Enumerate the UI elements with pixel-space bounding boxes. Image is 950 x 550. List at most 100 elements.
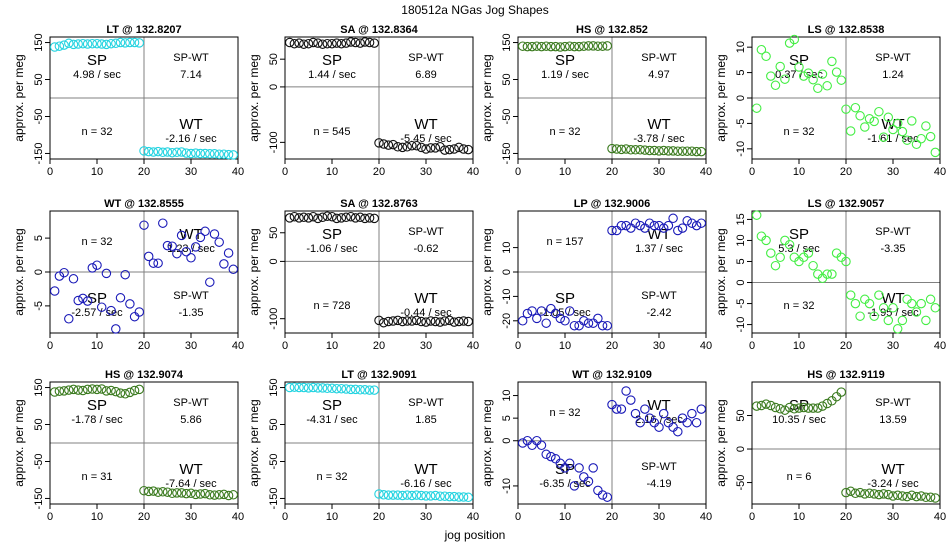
x-tick-label: 30 — [185, 511, 197, 523]
data-point — [522, 308, 533, 319]
data-point — [195, 232, 206, 243]
data-point — [125, 387, 135, 398]
data-point — [341, 38, 351, 48]
data-point — [68, 274, 79, 284]
sp-rate: -4.31 / sec — [306, 414, 358, 426]
y-tick-label: -10 — [501, 288, 513, 304]
data-point — [593, 313, 603, 324]
x-tick-label: 0 — [282, 340, 288, 352]
data-point — [397, 490, 408, 501]
data-point — [930, 147, 941, 158]
data-point — [888, 491, 898, 501]
data-point — [223, 490, 234, 501]
data-point — [794, 62, 804, 72]
spwt-label: SP-WT — [641, 461, 677, 473]
data-point — [751, 103, 762, 113]
sp-label: SP — [322, 226, 342, 243]
data-point — [517, 438, 528, 448]
x-tick-label: 30 — [653, 166, 665, 178]
data-point — [640, 223, 650, 233]
data-point — [630, 218, 641, 228]
data-point — [374, 315, 384, 326]
x-tick-label: 20 — [840, 511, 852, 523]
data-point — [597, 41, 608, 51]
data-point — [425, 143, 436, 153]
y-tick-label: 5 — [501, 415, 513, 421]
data-point — [454, 492, 464, 502]
data-point — [411, 140, 422, 151]
data-point — [111, 324, 121, 334]
data-point — [346, 211, 356, 222]
sp-rate: 5.3 / sec — [778, 243, 820, 255]
data-point — [421, 144, 431, 154]
data-point — [78, 385, 88, 396]
data-point — [860, 489, 870, 499]
data-point — [172, 488, 182, 498]
data-point — [687, 408, 697, 419]
data-point — [850, 102, 861, 113]
spwt-value: 6.89 — [415, 69, 436, 81]
data-point — [644, 218, 655, 228]
data-point — [120, 269, 130, 280]
data-point — [186, 488, 196, 499]
spwt-label: SP-WT — [173, 52, 209, 64]
y-tick-label: 5 — [735, 70, 747, 76]
data-point — [463, 144, 474, 155]
data-point — [827, 269, 837, 279]
data-point — [153, 146, 163, 157]
data-point — [289, 382, 300, 392]
data-point — [588, 41, 598, 51]
x-tick-label: 10 — [793, 166, 805, 178]
data-point — [82, 296, 93, 306]
data-point — [346, 384, 356, 395]
data-point — [369, 38, 380, 48]
data-point — [425, 491, 436, 501]
data-point — [583, 318, 594, 328]
data-point — [921, 121, 931, 131]
data-point — [808, 74, 818, 85]
data-point — [289, 211, 300, 222]
data-point — [775, 252, 785, 263]
data-point — [574, 320, 584, 331]
data-point — [794, 403, 804, 413]
panel-2: SA @ 132.8364 0 10 20 30 40 50 0 -100 approx. per… — [247, 24, 479, 178]
spwt-value: -3.35 — [880, 243, 905, 255]
data-point — [444, 491, 455, 502]
data-point — [303, 213, 314, 223]
data-point — [162, 147, 173, 157]
data-point — [602, 492, 613, 502]
wt-rate: -7.64 / sec — [165, 478, 217, 490]
data-point — [49, 42, 60, 52]
x-tick-label: 10 — [326, 166, 338, 178]
x-tick-label: 10 — [559, 166, 571, 178]
data-point — [668, 213, 678, 224]
data-point — [813, 403, 823, 413]
data-point — [626, 145, 636, 155]
spwt-value: -0.62 — [413, 243, 438, 255]
data-point — [303, 383, 314, 393]
x-tick-label: 20 — [138, 511, 150, 523]
data-point — [416, 316, 427, 327]
data-point — [897, 126, 908, 137]
data-point — [111, 386, 121, 397]
data-point — [640, 145, 650, 155]
data-point — [635, 417, 645, 428]
data-point — [421, 317, 431, 327]
data-point — [125, 37, 135, 48]
data-point — [440, 491, 450, 501]
data-point — [916, 491, 926, 501]
data-point — [59, 40, 69, 50]
data-point — [780, 405, 790, 415]
wt-rate: -3.78 / sec — [633, 133, 685, 145]
data-point — [299, 382, 309, 393]
data-point — [687, 218, 697, 228]
sp-rate: -2.57 / sec — [71, 307, 123, 319]
data-point — [691, 220, 702, 231]
data-point — [696, 404, 707, 414]
data-point — [378, 139, 389, 149]
data-point — [696, 218, 707, 228]
data-point — [611, 144, 622, 154]
sp-rate: -1.06 / sec — [306, 243, 358, 255]
